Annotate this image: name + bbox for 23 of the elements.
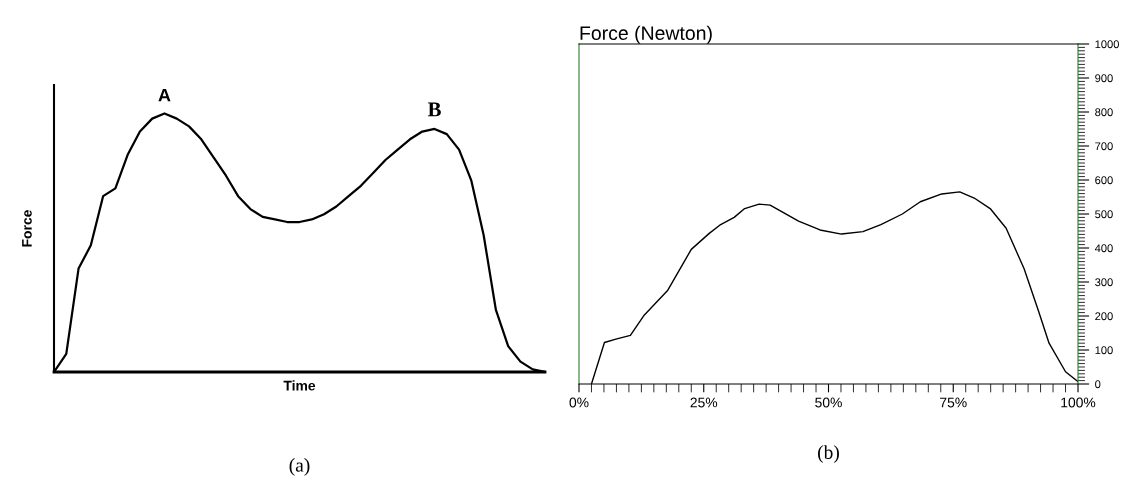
- y-tick-label: 300: [1095, 278, 1113, 287]
- y-tick-label: 0: [1095, 380, 1101, 389]
- y-tick-label: 1000: [1095, 40, 1119, 49]
- x-tick-label: 100%: [1061, 397, 1096, 408]
- x-tick-label: 0%: [569, 397, 589, 408]
- y-tick-label: 800: [1095, 108, 1113, 117]
- y-tick-label: 400: [1094, 244, 1113, 253]
- y-tick-label: 200: [1095, 312, 1113, 321]
- y-tick-label: 600: [1095, 176, 1113, 185]
- y-tick-label: 500: [1095, 210, 1113, 219]
- annotation: B: [427, 102, 441, 117]
- y-tick-label: 900: [1095, 74, 1113, 83]
- y-tick-label: 100: [1095, 346, 1113, 355]
- text: (b): [818, 445, 839, 463]
- x-tick-label: 75%: [940, 397, 967, 408]
- x-axis-title: Time: [283, 380, 316, 391]
- y-axis-title: Force: [22, 210, 32, 247]
- chart-title: Force (Newton): [580, 25, 712, 44]
- y-tick-label: 700: [1095, 142, 1113, 151]
- annotation: A: [158, 88, 171, 102]
- x-tick-label: 50%: [815, 397, 842, 408]
- text: (a): [289, 458, 310, 476]
- x-tick-label: 25%: [690, 397, 718, 408]
